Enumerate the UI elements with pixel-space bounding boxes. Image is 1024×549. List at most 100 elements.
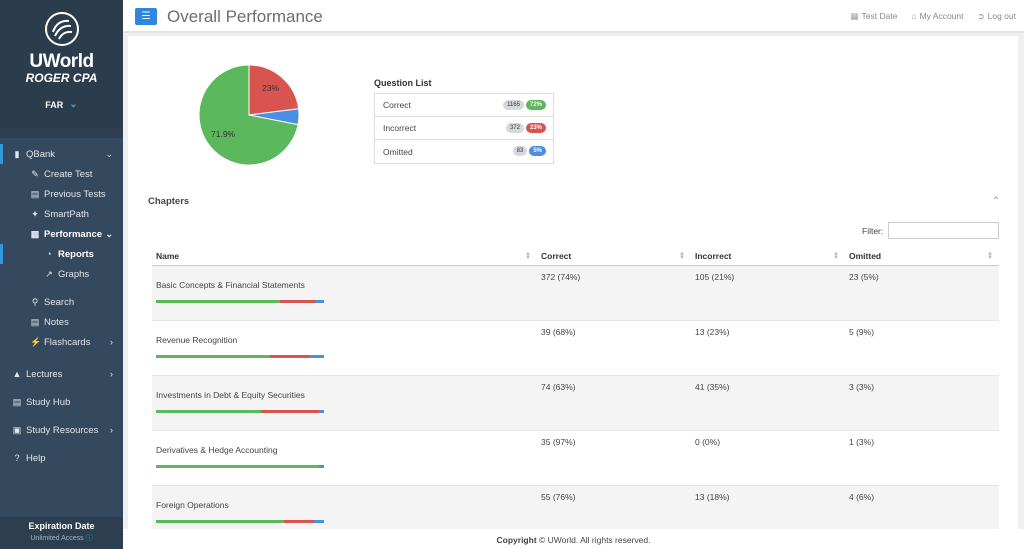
chapter-name: Foreign Operations	[156, 500, 229, 510]
column-header-incorrect[interactable]: Incorrect ▲ ▼	[691, 246, 845, 266]
uworld-logo-icon	[44, 12, 79, 46]
question-list-table: Correct 1165 72% Incorrect 372 23% Omitted 83 5%	[374, 93, 554, 164]
chapter-name: Investments in Debt & Equity Securities	[156, 390, 305, 400]
percent-badge: 72%	[525, 100, 546, 110]
question-list-title: Question List	[374, 78, 432, 88]
sidebar-item-create-test[interactable]: ✎ Create Test	[0, 164, 123, 184]
chapter-name-cell: Foreign Operations	[152, 486, 537, 529]
chevron-down-icon: ⌄	[105, 228, 113, 239]
incorrect-segment	[260, 410, 319, 413]
percent-badge: 23%	[525, 123, 546, 133]
my-account-label: My Account	[919, 11, 964, 21]
table-row[interactable]: Basic Concepts & Financial Statements 372…	[152, 266, 999, 321]
sidebar-nav: ▮ QBank ⌄ ✎ Create Test ▤ Previous Tests…	[0, 138, 123, 549]
copyright-text: © UWorld. All rights reserved.	[539, 535, 651, 545]
table-row[interactable]: Foreign Operations 55 (76%) 13 (18%) 4 (6%)	[152, 486, 999, 529]
top-header: ☰ Overall Performance ▦ Test Date ⌂ My Acc…	[123, 0, 1024, 33]
sidebar-item-study-resources[interactable]: ▣ Study Resources ›	[0, 416, 123, 444]
home-icon: ⌂	[911, 11, 917, 21]
count-badge: 372	[505, 123, 524, 133]
edit-icon: ✎	[31, 168, 39, 179]
list-icon: ▤	[30, 188, 40, 199]
count-badge: 83	[512, 146, 528, 156]
percent-badge: 5%	[529, 146, 546, 156]
filter-input[interactable]	[888, 222, 999, 239]
correct-cell: 55 (76%)	[541, 492, 576, 502]
my-account-link[interactable]: ⌂ My Account	[911, 11, 963, 22]
info-icon[interactable]: ⓘ	[85, 535, 93, 542]
chapter-name-cell: Derivatives & Hedge Accounting	[152, 431, 537, 485]
chapter-progress-bar	[156, 410, 324, 413]
omitted-segment	[315, 300, 324, 303]
sort-icon: ▲ ▼	[987, 250, 993, 261]
sidebar-item-label: Lectures	[26, 368, 63, 380]
brand-subname: ROGER CPA	[25, 71, 98, 85]
omitted-segment	[313, 520, 324, 523]
sidebar-item-label: Graphs	[58, 268, 90, 280]
sidebar-item-performance[interactable]: ▩ Performance ⌄	[0, 224, 123, 244]
incorrect-segment	[270, 355, 309, 358]
sidebar-item-label: Reports	[58, 248, 94, 260]
sort-icon: ▲ ▼	[833, 250, 839, 261]
correct-segment	[156, 520, 284, 523]
column-header-label: Correct	[541, 250, 572, 261]
performance-pie-chart: 23% 71.9%	[198, 64, 300, 166]
footer: Copyright © UWorld. All rights reserved.	[123, 529, 1024, 549]
section-selector[interactable]: FAR ⌄	[0, 99, 123, 110]
menu-toggle-button[interactable]: ☰	[135, 8, 157, 25]
sidebar-item-lectures[interactable]: ▲ Lectures ›	[0, 360, 123, 388]
test-date-link[interactable]: ▦ Test Date	[850, 11, 897, 22]
pie-slice-correct	[198, 64, 299, 166]
sidebar-item-label: Create Test	[44, 168, 93, 180]
column-header-name[interactable]: Name ▲ ▼	[152, 246, 537, 266]
help-icon: ?	[14, 453, 20, 463]
logo-area: UWorld ROGER CPA FAR ⌄	[0, 0, 123, 128]
question-list-row-omitted[interactable]: Omitted 83 5%	[375, 140, 553, 163]
omitted-segment	[308, 355, 324, 358]
test-date-label: Test Date	[861, 11, 898, 21]
question-list-row-correct[interactable]: Correct 1165 72%	[375, 94, 553, 117]
sidebar-item-reports[interactable]: ◔ Reports	[0, 244, 123, 264]
bar-chart-icon: ▩	[30, 228, 40, 239]
folder-icon: ▣	[12, 424, 22, 435]
count-badge: 1165	[503, 100, 524, 110]
signpost-icon: ✦	[31, 208, 39, 219]
book-icon: ▤	[12, 396, 22, 407]
expiration-sub: Unlimited Access ⓘ	[0, 533, 123, 543]
graduation-cap-icon: ▲	[12, 369, 22, 379]
question-list-row-incorrect[interactable]: Incorrect 372 23%	[375, 117, 553, 140]
chevron-up-icon[interactable]: ⌃	[991, 196, 1000, 207]
hamburger-icon: ☰	[141, 11, 151, 22]
log-out-link[interactable]: ➲ Log out	[978, 11, 1017, 22]
sidebar-item-smartpath[interactable]: ✦ SmartPath	[0, 204, 123, 224]
chevron-right-icon: ›	[110, 337, 113, 347]
sidebar-item-notes[interactable]: ▤ Notes	[0, 312, 123, 332]
sidebar-item-qbank[interactable]: ▮ QBank ⌄	[0, 144, 123, 164]
column-header-omitted[interactable]: Omitted ▲ ▼	[845, 246, 999, 266]
filter-label: Filter:	[862, 226, 884, 236]
sidebar-item-study-hub[interactable]: ▤ Study Hub	[0, 388, 123, 416]
omitted-segment	[318, 410, 324, 413]
sort-icon: ▲ ▼	[525, 250, 531, 261]
search-icon: ⚲	[31, 296, 39, 307]
chapter-progress-bar	[156, 300, 324, 303]
sort-icon: ▲ ▼	[679, 250, 685, 261]
column-header-correct[interactable]: Correct ▲ ▼	[537, 246, 691, 266]
incorrect-cell: 105 (21%)	[695, 272, 735, 282]
chevron-down-icon: ⌄	[105, 148, 113, 159]
sidebar-item-search[interactable]: ⚲ Search	[0, 292, 123, 312]
calendar-icon: ▦	[850, 11, 859, 21]
sidebar-item-label: Study Resources	[26, 424, 99, 436]
chapter-name-cell: Basic Concepts & Financial Statements	[152, 266, 537, 320]
table-row[interactable]: Revenue Recognition 39 (68%) 13 (23%) 5 (9%…	[152, 321, 999, 376]
table-row[interactable]: Investments in Debt & Equity Securities 7…	[152, 376, 999, 431]
sidebar-item-help[interactable]: ? Help	[0, 444, 123, 472]
table-row[interactable]: Derivatives & Hedge Accounting 35 (97%) 0 …	[152, 431, 999, 486]
expiration-sub-text: Unlimited Access	[30, 535, 84, 542]
chapters-title: Chapters	[148, 196, 190, 207]
bolt-icon: ⚡	[30, 336, 42, 347]
sidebar-item-graphs[interactable]: ↗ Graphs	[0, 264, 123, 284]
logout-icon: ➲	[977, 11, 985, 21]
sidebar-item-previous-tests[interactable]: ▤ Previous Tests	[0, 184, 123, 204]
sidebar-item-flashcards[interactable]: ⚡ Flashcards ›	[0, 332, 123, 352]
